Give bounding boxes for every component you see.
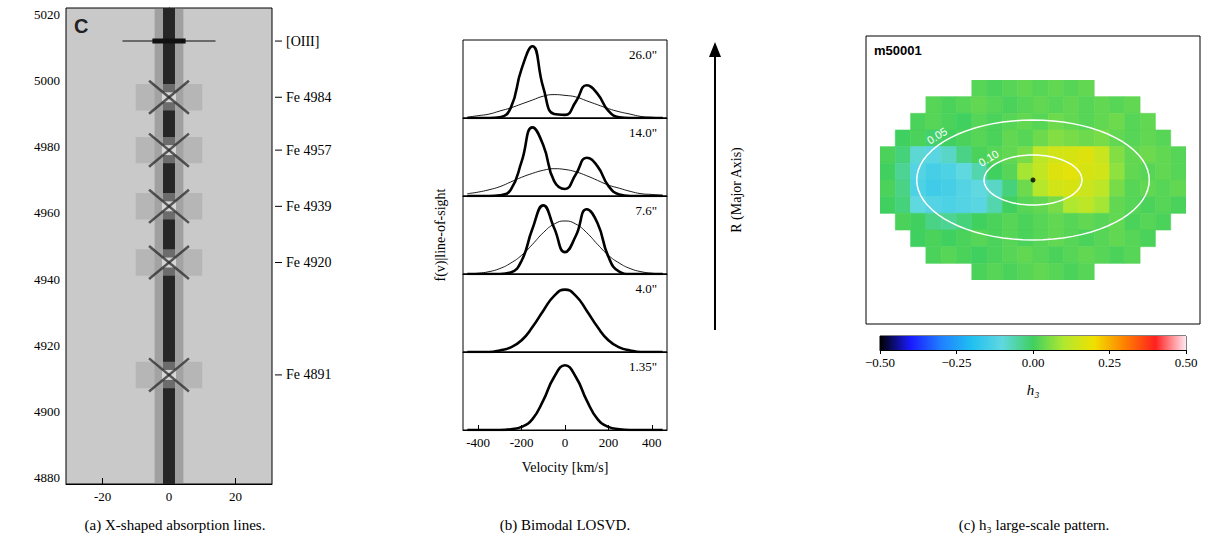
svg-text:4.0": 4.0"	[635, 281, 657, 296]
svg-text:0: 0	[166, 489, 173, 504]
svg-text:(c) h₃ large-scale pattern.: (c) h₃ large-scale pattern.	[959, 517, 1110, 534]
svg-text:h₃: h₃	[1027, 382, 1040, 398]
svg-text:m50001: m50001	[874, 43, 922, 58]
svg-text:4880: 4880	[34, 470, 60, 485]
svg-text:−0.50: −0.50	[865, 355, 895, 370]
svg-text:14.0": 14.0"	[629, 125, 657, 140]
svg-text:20: 20	[229, 489, 242, 504]
svg-text:1.35": 1.35"	[629, 359, 657, 374]
svg-text:0.00: 0.00	[1022, 355, 1045, 370]
svg-text:(a) X-shaped absorption lines.: (a) X-shaped absorption lines.	[85, 517, 266, 534]
svg-text:f(v)|line-of-sight: f(v)|line-of-sight	[433, 188, 449, 281]
svg-text:-400: -400	[466, 435, 490, 450]
svg-text:R (Major Axis): R (Major Axis)	[729, 147, 745, 233]
svg-text:0.05: 0.05	[925, 125, 950, 146]
svg-text:Fe 4984: Fe 4984	[286, 90, 332, 105]
svg-text:0.10: 0.10	[976, 147, 1001, 168]
svg-text:0.25: 0.25	[1098, 355, 1121, 370]
svg-text:5000: 5000	[34, 73, 60, 88]
svg-text:Fe 4891: Fe 4891	[286, 367, 332, 382]
svg-text:4980: 4980	[34, 139, 60, 154]
svg-text:-200: -200	[510, 435, 534, 450]
svg-text:4900: 4900	[34, 404, 60, 419]
svg-text:[OIII]: [OIII]	[286, 34, 319, 49]
svg-text:Fe 4957: Fe 4957	[286, 143, 332, 158]
svg-text:-20: -20	[94, 489, 111, 504]
svg-text:0.50: 0.50	[1175, 355, 1198, 370]
svg-text:Fe 4939: Fe 4939	[286, 199, 332, 214]
svg-text:Velocity [km/s]: Velocity [km/s]	[522, 460, 609, 475]
svg-text:4920: 4920	[34, 338, 60, 353]
svg-text:−0.25: −0.25	[941, 355, 971, 370]
svg-text:Fe 4920: Fe 4920	[286, 255, 332, 270]
svg-text:4960: 4960	[34, 205, 60, 220]
svg-text:400: 400	[642, 435, 662, 450]
svg-text:26.0": 26.0"	[629, 47, 657, 62]
svg-text:5020: 5020	[34, 7, 60, 22]
svg-text:(b) Bimodal LOSVD.: (b) Bimodal LOSVD.	[500, 517, 630, 534]
svg-text:C: C	[74, 15, 88, 37]
svg-text:200: 200	[599, 435, 619, 450]
svg-text:0: 0	[562, 435, 569, 450]
svg-text:7.6": 7.6"	[635, 203, 657, 218]
svg-text:4940: 4940	[34, 272, 60, 287]
